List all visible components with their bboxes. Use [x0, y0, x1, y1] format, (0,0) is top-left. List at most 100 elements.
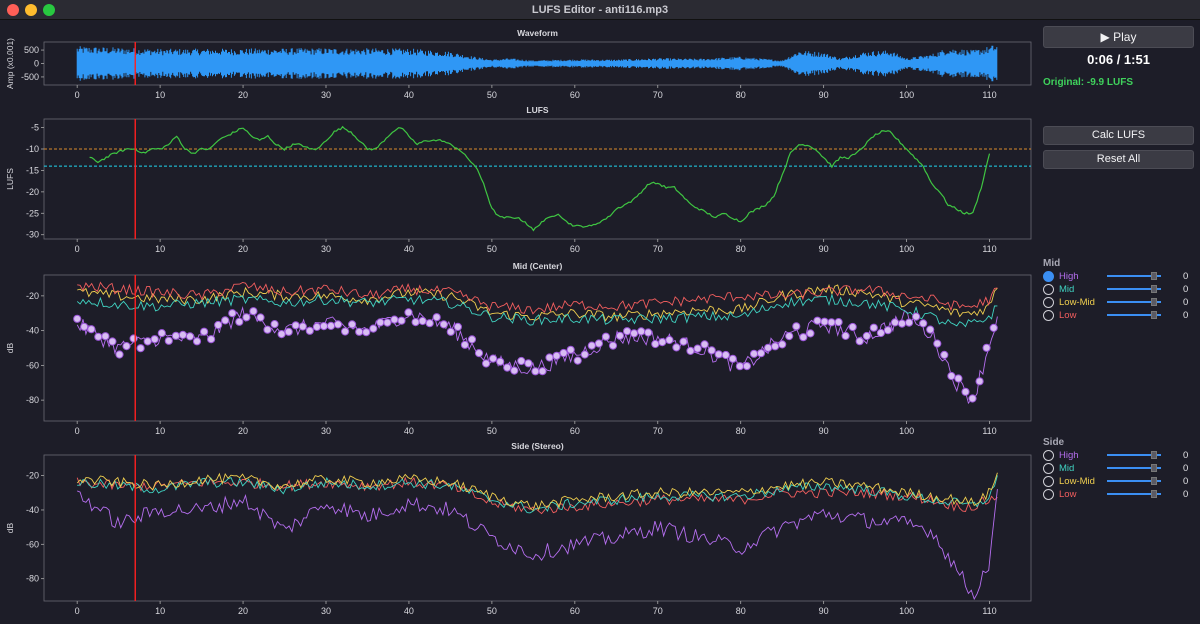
slider-handle[interactable] [1151, 285, 1157, 293]
x-tick-label: 0 [75, 606, 80, 616]
plot-area[interactable]: Waveform Amp (x0.001) 500 0 -500 0 10 20 30 40 50 6… [0, 21, 1036, 619]
side-band-low-mid[interactable]: Low-Mid 0 [1043, 475, 1198, 487]
maximize-window-button[interactable] [43, 4, 55, 16]
slider-handle[interactable] [1151, 464, 1157, 472]
x-tick-label: 100 [899, 244, 914, 254]
x-tick-label: 60 [570, 606, 580, 616]
band-label: High [1059, 449, 1079, 461]
band-radio[interactable] [1043, 270, 1054, 282]
y-tick-label: -20 [26, 471, 39, 481]
high-band-point [630, 329, 639, 338]
high-band-point [129, 334, 138, 343]
x-tick-label: 50 [487, 90, 497, 100]
side-band-low[interactable]: Low 0 [1043, 488, 1198, 500]
x-tick-label: 100 [899, 426, 914, 436]
high-band-point [989, 323, 998, 332]
high-band-point [73, 314, 82, 323]
y-tick-label: -5 [31, 123, 39, 133]
band-label: Low-Mid [1059, 296, 1095, 308]
y-tick-label: -15 [26, 165, 39, 175]
high-band-point [679, 337, 688, 346]
high-band-point [235, 317, 244, 326]
band-radio[interactable] [1043, 475, 1054, 487]
high-band-point [256, 313, 265, 322]
high-band-point [749, 349, 759, 358]
mid-band-high[interactable]: High 0 [1043, 270, 1198, 282]
band-gain-slider[interactable] [1107, 475, 1161, 487]
minimize-window-button[interactable] [25, 4, 37, 16]
slider-handle[interactable] [1151, 490, 1157, 498]
band-gain-slider[interactable] [1107, 462, 1161, 474]
y-tick-label: -60 [26, 360, 39, 370]
slider-handle[interactable] [1151, 298, 1157, 306]
high-band-point [665, 335, 674, 345]
band-gain-slider[interactable] [1107, 309, 1161, 321]
high-band-point [538, 367, 547, 376]
band-label: High [1059, 270, 1079, 282]
slider-track [1107, 454, 1161, 456]
x-tick-label: 30 [321, 606, 331, 616]
high-band-point [411, 318, 420, 327]
band-radio[interactable] [1043, 488, 1054, 500]
high-band-point [439, 320, 448, 329]
band-gain-slider[interactable] [1107, 488, 1161, 500]
high-band-point [143, 337, 152, 346]
slider-handle[interactable] [1151, 272, 1157, 280]
high-band-point [728, 354, 737, 363]
slider-handle[interactable] [1151, 451, 1157, 459]
reset-all-button[interactable]: Reset All [1043, 150, 1194, 169]
x-tick-label: 70 [653, 426, 663, 436]
plot-frame [43, 454, 1032, 602]
high-band-point [474, 349, 484, 358]
high-band-point [178, 330, 187, 339]
x-tick-label: 10 [155, 244, 165, 254]
calc-lufs-button[interactable]: Calc LUFS [1043, 126, 1194, 145]
band-radio[interactable] [1043, 296, 1054, 308]
plot-title: Side (Stereo) [511, 441, 564, 451]
band-radio[interactable] [1043, 283, 1054, 295]
x-tick-label: 80 [736, 426, 746, 436]
high-band-point [524, 359, 533, 368]
mid-band-low[interactable]: Low 0 [1043, 309, 1198, 321]
slider-handle[interactable] [1151, 311, 1157, 319]
band-radio[interactable] [1043, 449, 1054, 461]
x-tick-label: 110 [982, 90, 996, 100]
side-band-mid[interactable]: Mid 0 [1043, 462, 1198, 474]
band-radio[interactable] [1043, 309, 1054, 321]
band-gain-slider[interactable] [1107, 449, 1161, 461]
high-band-point [975, 377, 984, 386]
band-gain-slider[interactable] [1107, 283, 1161, 295]
high-band-point [869, 323, 878, 332]
side-band-high[interactable]: High 0 [1043, 449, 1198, 461]
high-band-point [305, 326, 314, 335]
waveform-plot: Waveform Amp (x0.001) 500 0 -500 0 10 20 30 40 50 6… [5, 28, 1032, 100]
mid-band-low-mid[interactable]: Low-Mid 0 [1043, 296, 1198, 308]
band-value: 0 [1183, 462, 1189, 474]
series-line-mid [76, 293, 998, 328]
y-tick-label: -80 [26, 395, 39, 405]
high-band-point [601, 332, 611, 341]
high-band-point [214, 320, 223, 330]
high-band-point [319, 322, 328, 331]
high-band-point [489, 354, 498, 363]
mid-band-mid[interactable]: Mid 0 [1043, 283, 1198, 295]
high-band-point [897, 319, 907, 328]
y-tick-label: -10 [26, 144, 39, 154]
slider-handle[interactable] [1151, 477, 1157, 485]
band-value: 0 [1183, 449, 1189, 461]
x-tick-label: 0 [75, 426, 80, 436]
lufs-series-line [89, 125, 991, 232]
high-band-point [658, 338, 667, 347]
waveform-trace [76, 45, 998, 82]
high-band-point [390, 315, 399, 324]
x-tick-label: 100 [899, 606, 914, 616]
band-gain-slider[interactable] [1107, 270, 1161, 282]
close-window-button[interactable] [7, 4, 19, 16]
high-band-point [756, 349, 766, 358]
band-gain-slider[interactable] [1107, 296, 1161, 308]
band-radio[interactable] [1043, 462, 1054, 474]
play-button[interactable]: ▶ Play [1043, 26, 1194, 48]
series-line-high [77, 489, 998, 601]
y-tick-label: -20 [26, 291, 39, 301]
